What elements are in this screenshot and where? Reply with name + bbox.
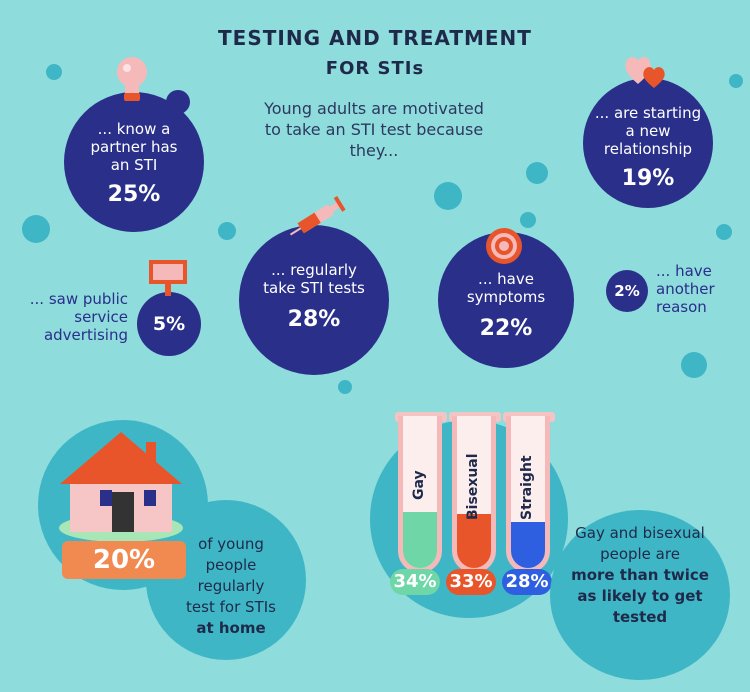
billboard-icon [149, 260, 187, 296]
page-title-line2: FOR STIs [325, 58, 425, 79]
reason-partner-label: ... know a partner has an STI [90, 120, 178, 174]
home-text-plain: of young people regularly test for STIs [186, 535, 276, 616]
reason-other-pct: 2% [614, 282, 640, 300]
decor-dot [526, 162, 548, 184]
hearts-icon [625, 56, 665, 88]
decor-dot [681, 352, 707, 378]
tube-bisexual: Bisexual [452, 416, 496, 573]
compare-text-plain: Gay and bisexual people are [575, 524, 705, 563]
decor-dot [716, 224, 732, 240]
compare-text-bold: more than twice as likely to get tested [571, 566, 709, 626]
tube-straight: Straight [506, 416, 550, 573]
tube-gay-fill [403, 512, 437, 568]
reason-regular-pct: 28% [287, 307, 341, 332]
decor-dot [729, 74, 743, 88]
reason-relationship-pct: 19% [621, 166, 675, 191]
syringe-icon [289, 196, 346, 236]
decor-dot [46, 64, 62, 80]
decor-dot [338, 380, 352, 394]
compare-text: Gay and bisexual people are more than tw… [566, 523, 714, 628]
home-text: of young people regularly test for STIs … [186, 534, 276, 639]
tube-straight-pct: 28% [502, 569, 552, 595]
tube-straight-fill [511, 522, 545, 568]
reason-advertising-bubble: 5% [137, 292, 201, 356]
reason-regular-label: ... regularly take STI tests [263, 261, 365, 297]
reason-relationship-bubble: ... are starting a new relationship 19% [583, 78, 713, 208]
reason-partner-bubble: ... know a partner has an STI 25% [64, 92, 204, 232]
house-icon [59, 432, 183, 542]
tube-straight-label: Straight [519, 455, 535, 520]
compare-bubble [550, 510, 730, 680]
tube-gay: Gay [398, 416, 442, 573]
reason-other-bubble: 2% [606, 270, 648, 312]
decor-dot [434, 182, 462, 210]
reason-symptoms-pct: 22% [479, 316, 533, 341]
lightbulb-icon [117, 57, 147, 101]
decor-dot [218, 222, 236, 240]
target-icon [486, 228, 522, 264]
reason-other-label: ... have another reason [656, 262, 715, 316]
reason-relationship-label: ... are starting a new relationship [594, 104, 702, 158]
page-title: TESTING AND TREATMENT [218, 26, 532, 50]
reason-advertising-label: ... saw public service advertising [29, 290, 128, 344]
reason-regular-bubble: ... regularly take STI tests 28% [239, 225, 389, 375]
tube-gay-pct: 34% [390, 569, 440, 595]
reason-symptoms-label: ... have symptoms [466, 270, 546, 306]
decor-dot [22, 215, 50, 243]
intro-text: Young adults are motivated to take an ST… [264, 99, 484, 160]
tube-gay-label: Gay [411, 470, 427, 500]
home-pct-badge: 20% [62, 541, 186, 579]
tube-bisexual-fill [457, 514, 491, 568]
tube-bisexual-pct: 33% [446, 569, 496, 595]
home-text-bold: at home [196, 619, 266, 637]
tube-bisexual-label: Bisexual [465, 453, 481, 520]
reason-partner-pct: 25% [107, 182, 161, 207]
decor-dot [166, 90, 190, 114]
decor-dot [520, 212, 536, 228]
reason-advertising-pct: 5% [152, 313, 186, 335]
